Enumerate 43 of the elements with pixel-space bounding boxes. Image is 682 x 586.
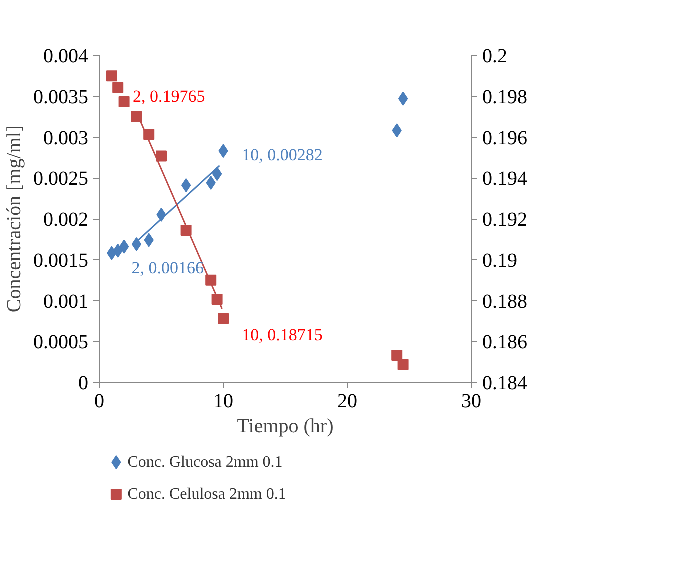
point	[112, 82, 124, 94]
y-tick-label: 0	[78, 372, 88, 394]
point	[398, 359, 409, 370]
y2-tick-label: 0.192	[482, 209, 528, 231]
point	[106, 70, 118, 82]
point	[132, 237, 142, 252]
x-tick-label: 30	[462, 390, 482, 412]
y-tick-label: 0.0035	[34, 86, 88, 108]
point	[392, 350, 403, 362]
y-tick-label: 0.004	[44, 46, 88, 68]
point	[212, 167, 222, 182]
y2-tick-label: 0.188	[482, 290, 528, 313]
annotation: 2, 0.19765	[132, 86, 206, 106]
point	[156, 150, 167, 162]
point	[398, 92, 408, 106]
y-tick-label: 0.0005	[34, 332, 88, 354]
y2-tick-label: 0.186	[482, 332, 528, 354]
point	[118, 96, 130, 108]
y2-tick-label: 0.2	[482, 46, 508, 68]
y2-tick-label: 0.184	[482, 372, 528, 394]
x-tick-label: 0	[94, 390, 104, 412]
point	[218, 313, 229, 324]
y-tick-label: 0.0025	[34, 168, 88, 190]
y2-tick-label: 0.19	[482, 250, 518, 272]
annotation: 2, 0.00166	[132, 258, 204, 278]
legend-label: Conc. Celulosa 2mm 0.1	[128, 486, 286, 503]
y-tick-label: 0.001	[44, 290, 88, 313]
annotation: 10, 0.00282	[242, 146, 323, 165]
y2-tick-label: 0.194	[482, 168, 528, 190]
x-tick-label: 10	[214, 390, 234, 412]
point	[119, 240, 130, 254]
x-axis-title: Tiempo (hr)	[237, 416, 334, 438]
legend-label: Conc. Glucosa 2mm 0.1	[128, 454, 283, 471]
y-tick-label: 0.003	[44, 127, 88, 150]
annotation: 10, 0.18715	[242, 326, 323, 345]
x-tick-label: 20	[338, 390, 358, 412]
y-axis-title: Concentración [mg/ml]	[4, 125, 26, 313]
point	[181, 178, 192, 192]
y-tick-label: 0.002	[44, 209, 88, 231]
point	[131, 111, 142, 122]
y-tick-label: 0.0015	[34, 250, 88, 272]
y2-tick-label: 0.196	[482, 127, 528, 150]
y2-tick-label: 0.198	[482, 86, 528, 108]
